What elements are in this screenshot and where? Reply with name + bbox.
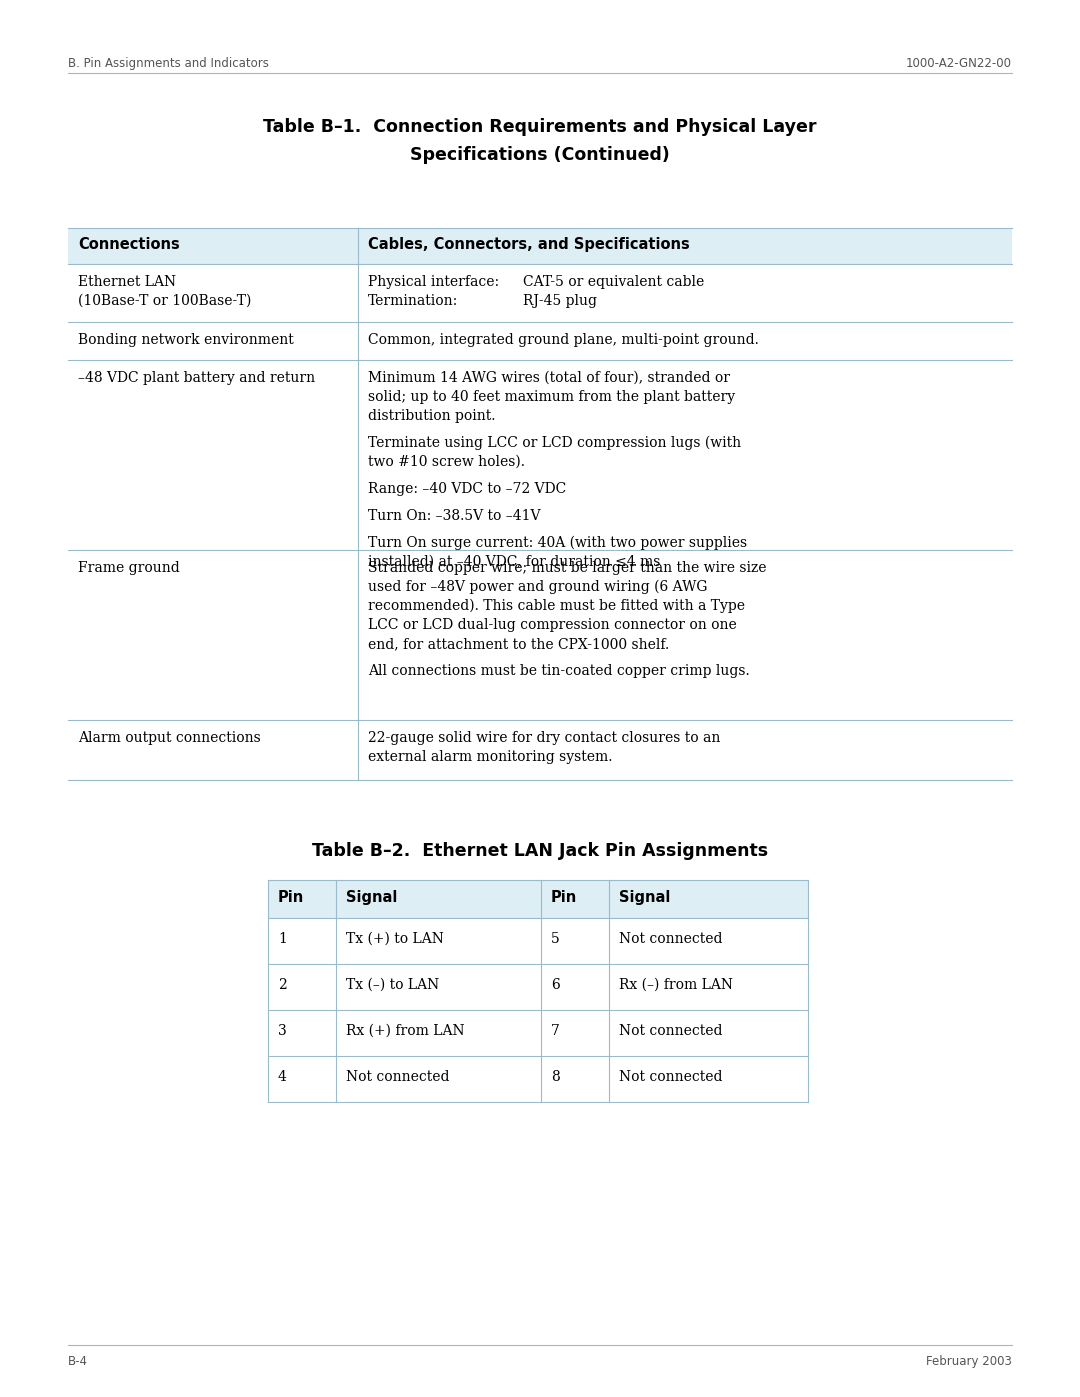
Text: Not connected: Not connected (619, 1070, 723, 1084)
Text: Specifications (Continued): Specifications (Continued) (410, 147, 670, 163)
Text: Table B–2.  Ethernet LAN Jack Pin Assignments: Table B–2. Ethernet LAN Jack Pin Assignm… (312, 842, 768, 861)
Text: Not connected: Not connected (346, 1070, 449, 1084)
Text: Cables, Connectors, and Specifications: Cables, Connectors, and Specifications (368, 237, 690, 251)
Bar (68, 228, 1012, 264)
Text: Physical interface:: Physical interface: (368, 275, 499, 289)
Text: (10Base-T or 100Base-T): (10Base-T or 100Base-T) (78, 293, 252, 307)
Text: Not connected: Not connected (619, 1024, 723, 1038)
Text: 4: 4 (278, 1070, 287, 1084)
Text: Minimum 14 AWG wires (total of four), stranded or: Minimum 14 AWG wires (total of four), st… (368, 372, 730, 386)
Text: 5: 5 (551, 932, 559, 946)
Text: Pin: Pin (551, 890, 577, 905)
Text: Range: –40 VDC to –72 VDC: Range: –40 VDC to –72 VDC (368, 482, 566, 496)
Text: solid; up to 40 feet maximum from the plant battery: solid; up to 40 feet maximum from the pl… (368, 390, 735, 404)
Text: Not connected: Not connected (619, 932, 723, 946)
Text: Connections: Connections (78, 237, 179, 251)
Text: 8: 8 (551, 1070, 559, 1084)
Text: end, for attachment to the CPX-1000 shelf.: end, for attachment to the CPX-1000 shel… (368, 637, 670, 651)
Text: used for –48V power and ground wiring (6 AWG: used for –48V power and ground wiring (6… (368, 580, 707, 594)
Text: Terminate using LCC or LCD compression lugs (with: Terminate using LCC or LCD compression l… (368, 436, 741, 450)
Text: Stranded copper wire; must be larger than the wire size: Stranded copper wire; must be larger tha… (368, 562, 767, 576)
Text: Pin: Pin (278, 890, 305, 905)
Text: Alarm output connections: Alarm output connections (78, 731, 260, 745)
Text: 6: 6 (551, 978, 559, 992)
Text: Tx (+) to LAN: Tx (+) to LAN (346, 932, 444, 946)
Text: February 2003: February 2003 (927, 1355, 1012, 1368)
Text: installed) at –40 VDC, for duration ≤4 ms: installed) at –40 VDC, for duration ≤4 m… (368, 555, 660, 569)
Text: B-4: B-4 (68, 1355, 87, 1368)
Text: external alarm monitoring system.: external alarm monitoring system. (368, 750, 612, 764)
Text: CAT-5 or equivalent cable: CAT-5 or equivalent cable (523, 275, 704, 289)
Text: 1: 1 (278, 932, 287, 946)
Text: Signal: Signal (346, 890, 397, 905)
Text: Turn On: –38.5V to –41V: Turn On: –38.5V to –41V (368, 509, 540, 522)
Bar (268, 880, 808, 918)
Text: 3: 3 (278, 1024, 287, 1038)
Text: –48 VDC plant battery and return: –48 VDC plant battery and return (78, 372, 315, 386)
Text: 2: 2 (278, 978, 287, 992)
Text: Signal: Signal (619, 890, 671, 905)
Text: 7: 7 (551, 1024, 559, 1038)
Text: recommended). This cable must be fitted with a Type: recommended). This cable must be fitted … (368, 599, 745, 613)
Text: RJ-45 plug: RJ-45 plug (523, 293, 597, 307)
Text: Turn On surge current: 40A (with two power supplies: Turn On surge current: 40A (with two pow… (368, 536, 747, 550)
Text: Table B–1.  Connection Requirements and Physical Layer: Table B–1. Connection Requirements and P… (264, 117, 816, 136)
Text: Frame ground: Frame ground (78, 562, 179, 576)
Text: Termination:: Termination: (368, 293, 458, 307)
Text: Common, integrated ground plane, multi-point ground.: Common, integrated ground plane, multi-p… (368, 332, 759, 346)
Text: distribution point.: distribution point. (368, 409, 496, 423)
Text: Ethernet LAN: Ethernet LAN (78, 275, 176, 289)
Text: LCC or LCD dual-lug compression connector on one: LCC or LCD dual-lug compression connecto… (368, 617, 737, 631)
Text: Rx (+) from LAN: Rx (+) from LAN (346, 1024, 464, 1038)
Text: 22-gauge solid wire for dry contact closures to an: 22-gauge solid wire for dry contact clos… (368, 731, 720, 745)
Text: Bonding network environment: Bonding network environment (78, 332, 294, 346)
Text: B. Pin Assignments and Indicators: B. Pin Assignments and Indicators (68, 57, 269, 70)
Text: Tx (–) to LAN: Tx (–) to LAN (346, 978, 440, 992)
Text: two #10 screw holes).: two #10 screw holes). (368, 455, 525, 469)
Text: All connections must be tin-coated copper crimp lugs.: All connections must be tin-coated coppe… (368, 664, 750, 678)
Text: Rx (–) from LAN: Rx (–) from LAN (619, 978, 733, 992)
Text: 1000-A2-GN22-00: 1000-A2-GN22-00 (906, 57, 1012, 70)
